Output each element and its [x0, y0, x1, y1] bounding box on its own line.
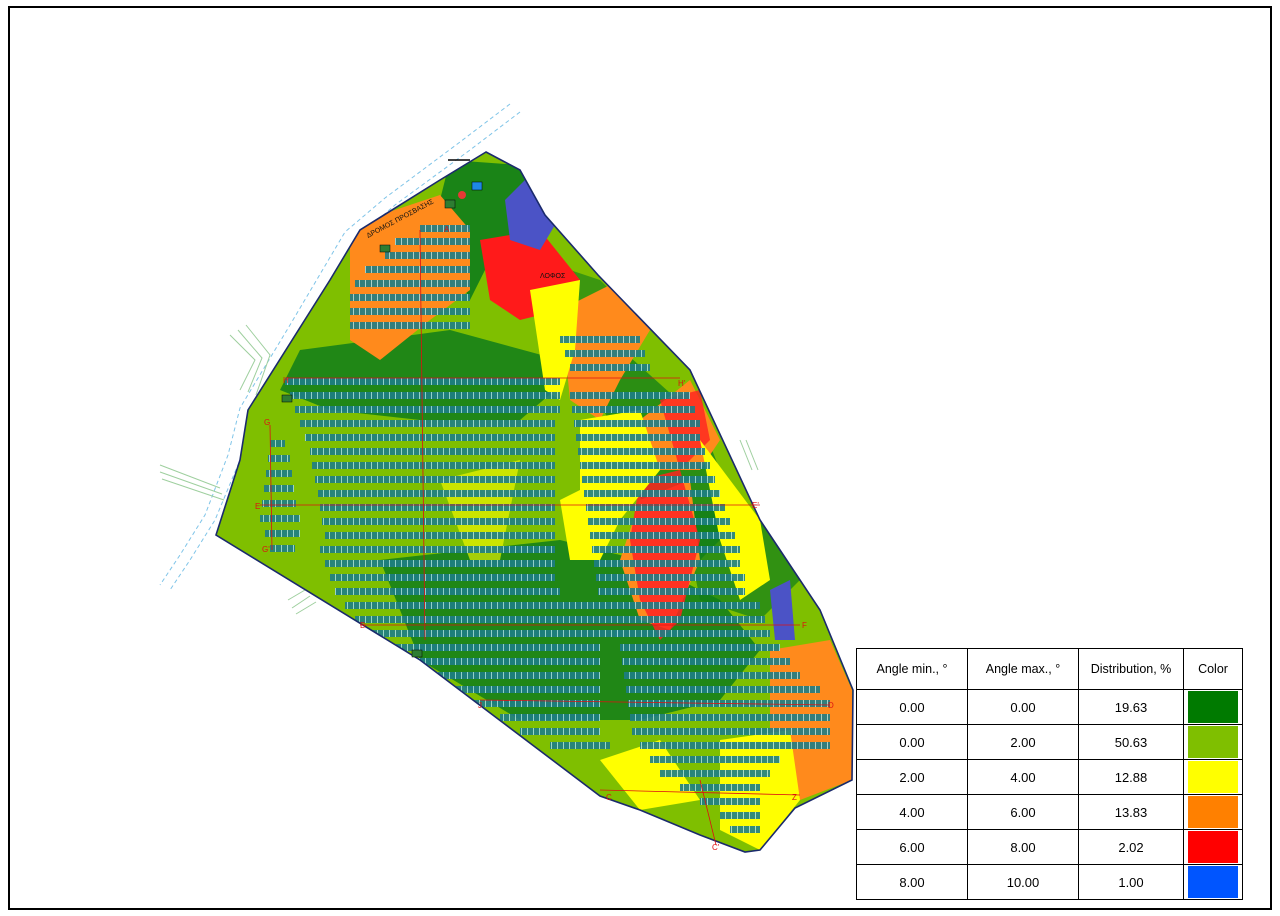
legend-row: 4.00 6.00 13.83: [856, 794, 1243, 830]
section-label: C': [712, 843, 720, 852]
legend-header-row: Angle min., ° Angle max., ° Distribution…: [856, 648, 1243, 690]
slope-legend-table: Angle min., ° Angle max., ° Distribution…: [856, 648, 1243, 900]
color-swatch: [1188, 726, 1238, 758]
slope-zones: [216, 152, 853, 852]
section-label: D: [828, 701, 834, 710]
color-swatch: [1188, 831, 1238, 863]
distribution-cell: 13.83: [1078, 794, 1184, 830]
angle-min-cell: 6.00: [856, 829, 968, 865]
section-label: E: [255, 502, 260, 511]
distribution-cell: 1.00: [1078, 864, 1184, 900]
angle-max-cell: 4.00: [967, 759, 1079, 795]
header-angle-min: Angle min., °: [856, 648, 968, 690]
color-cell: [1183, 724, 1243, 760]
section-label: F: [802, 621, 807, 630]
distribution-cell: 50.63: [1078, 724, 1184, 760]
section-label: G: [264, 418, 270, 427]
legend-row: 0.00 2.00 50.63: [856, 724, 1243, 760]
legend-row: 0.00 0.00 19.63: [856, 689, 1243, 725]
color-cell: [1183, 829, 1243, 865]
angle-min-cell: 0.00: [856, 689, 968, 725]
section-label: J: [478, 701, 482, 710]
color-swatch: [1188, 866, 1238, 898]
header-distribution: Distribution, %: [1078, 648, 1184, 690]
pv-panel-rows: [260, 225, 830, 833]
section-label: Z: [792, 793, 797, 802]
color-cell: [1183, 689, 1243, 725]
color-cell: [1183, 794, 1243, 830]
color-cell: [1183, 759, 1243, 795]
section-label: B: [360, 621, 365, 630]
distribution-cell: 12.88: [1078, 759, 1184, 795]
angle-max-cell: 2.00: [967, 724, 1079, 760]
color-swatch: [1188, 796, 1238, 828]
color-swatch: [1188, 761, 1238, 793]
legend-row: 6.00 8.00 2.02: [856, 829, 1243, 865]
section-label: G': [262, 545, 270, 554]
color-swatch: [1188, 691, 1238, 723]
legend-row: 2.00 4.00 12.88: [856, 759, 1243, 795]
angle-min-cell: 0.00: [856, 724, 968, 760]
section-label: C: [606, 793, 612, 802]
access-road: [159, 103, 521, 591]
equipment-markers: [281, 159, 483, 658]
hill-label: ΛΟΦΟΣ: [540, 273, 566, 280]
section-lines: [260, 229, 831, 846]
color-cell: [1183, 864, 1243, 900]
distribution-cell: 2.02: [1078, 829, 1184, 865]
angle-max-cell: 8.00: [967, 829, 1079, 865]
distribution-cell: 19.63: [1078, 689, 1184, 725]
header-angle-max: Angle max., °: [967, 648, 1079, 690]
section-labels: A H H' G G' E E' B F Z C C' D J: [255, 225, 834, 852]
section-label: E': [752, 501, 759, 510]
legend-row: 8.00 10.00 1.00: [856, 864, 1243, 900]
angle-max-cell: 0.00: [967, 689, 1079, 725]
angle-max-cell: 10.00: [967, 864, 1079, 900]
section-label: H': [678, 379, 686, 388]
angle-max-cell: 6.00: [967, 794, 1079, 830]
angle-min-cell: 4.00: [856, 794, 968, 830]
angle-min-cell: 2.00: [856, 759, 968, 795]
angle-min-cell: 8.00: [856, 864, 968, 900]
header-color: Color: [1183, 648, 1243, 690]
site-boundary: [215, 151, 854, 853]
section-label: H: [283, 376, 289, 385]
section-label: A: [444, 225, 450, 234]
